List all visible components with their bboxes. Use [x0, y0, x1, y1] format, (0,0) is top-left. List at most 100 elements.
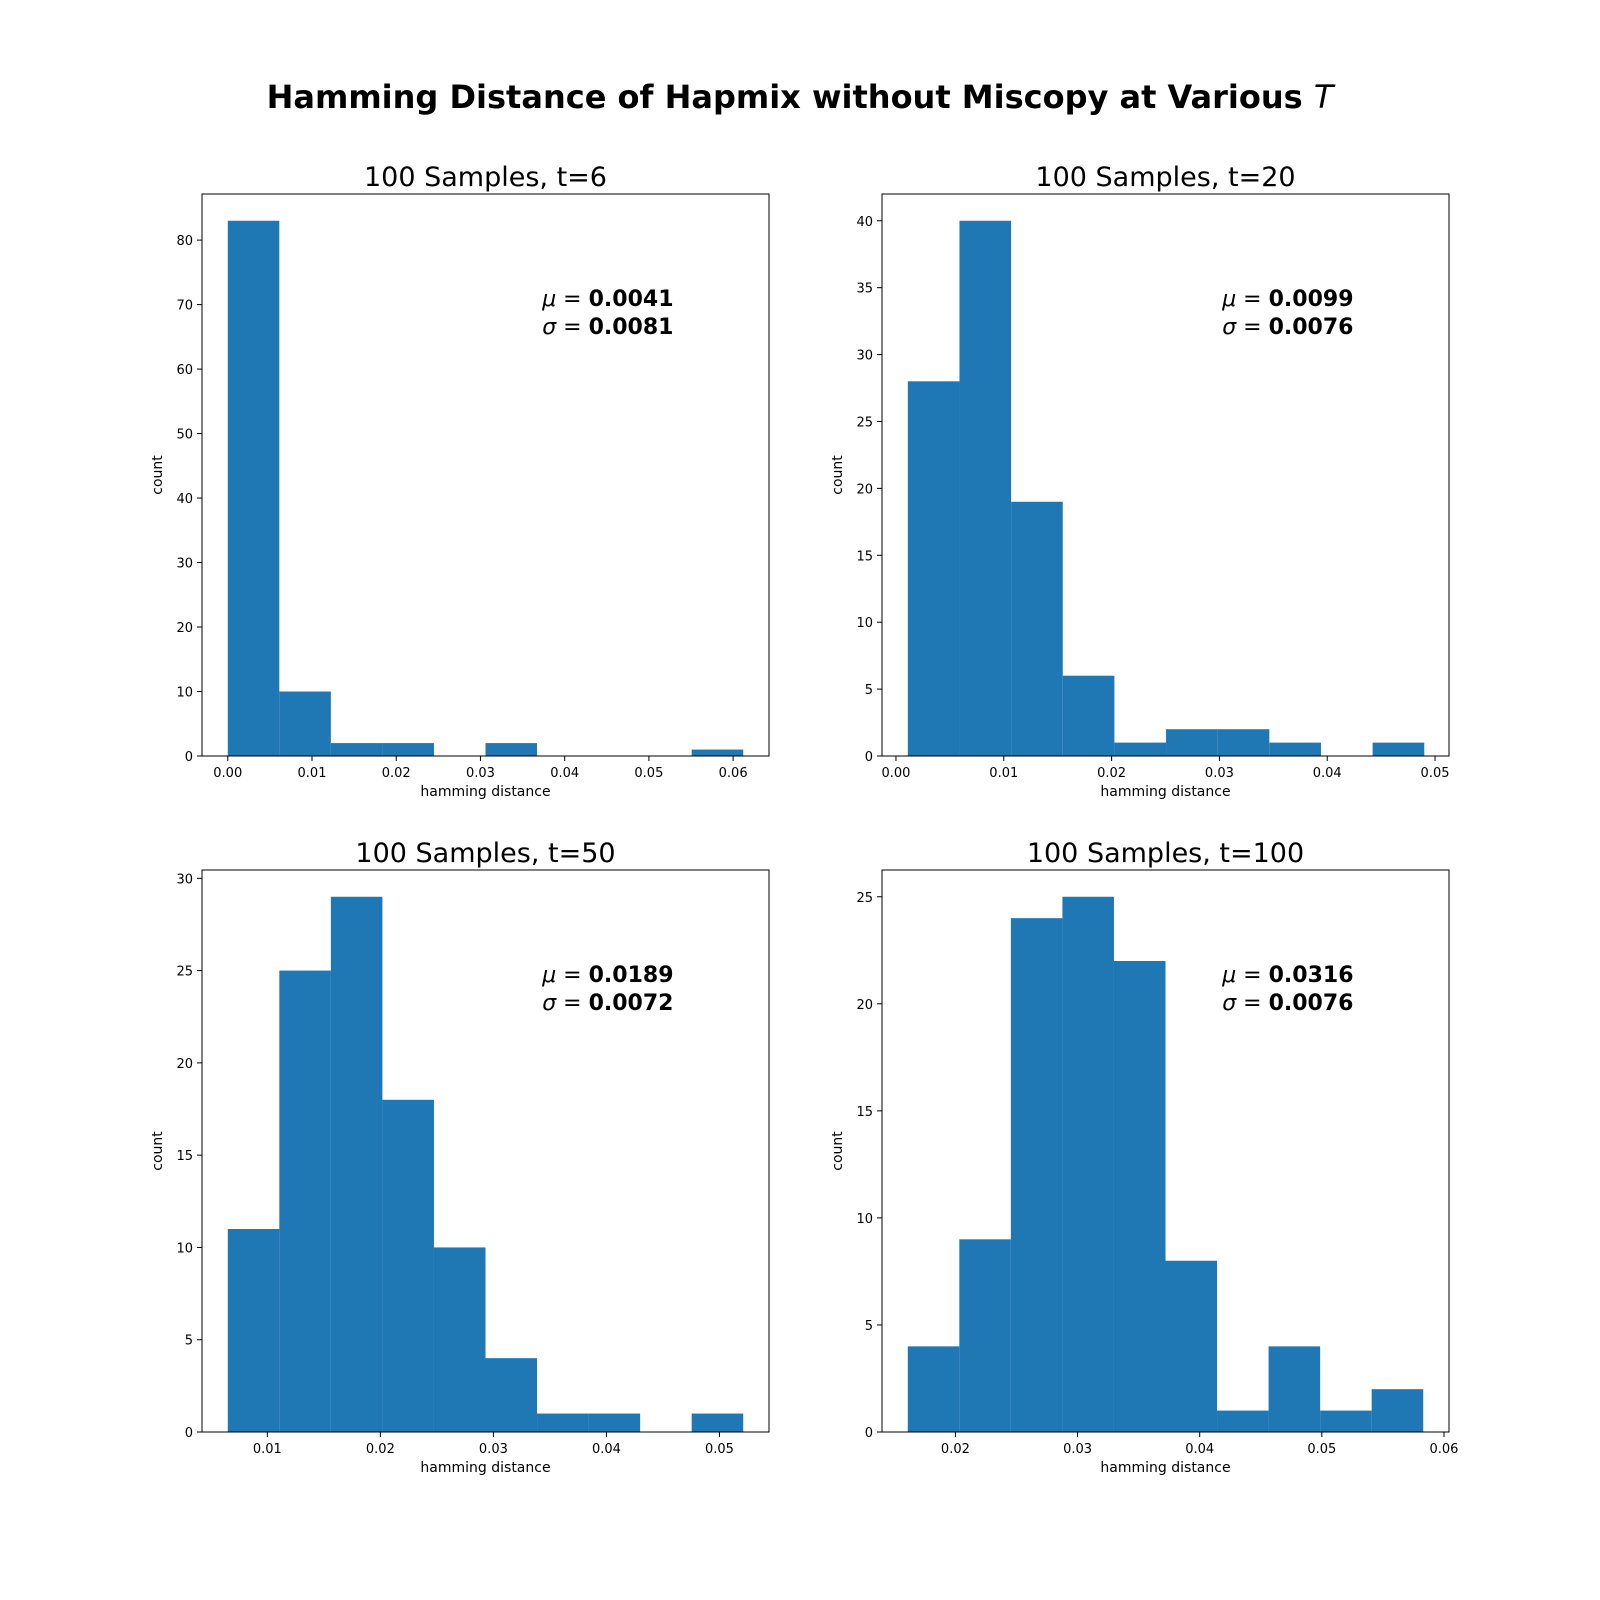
x-tick-label: 0.01 — [989, 766, 1018, 781]
stat-value: 0.0076 — [1269, 315, 1354, 340]
histogram-bar — [1011, 502, 1063, 756]
y-tick-label: 20 — [856, 482, 873, 497]
x-tick-label: 0.03 — [466, 766, 495, 781]
x-tick-label: 0.04 — [1185, 1442, 1214, 1457]
x-tick-label: 0.05 — [1307, 1442, 1336, 1457]
y-tick-label: 5 — [185, 1334, 193, 1349]
y-tick-label: 30 — [176, 872, 193, 887]
x-tick-label: 0.00 — [213, 766, 242, 781]
x-tick-label: 0.02 — [941, 1442, 970, 1457]
y-tick-label: 25 — [856, 415, 873, 430]
histogram-bar — [908, 381, 960, 756]
y-tick-label: 30 — [856, 349, 873, 364]
x-tick-label: 0.05 — [705, 1442, 734, 1457]
y-tick-label: 10 — [856, 616, 873, 631]
histogram-bar — [1166, 1261, 1218, 1432]
histogram-bar — [228, 1229, 280, 1432]
stat-equals: = — [1236, 991, 1268, 1016]
stat-value: 0.0041 — [589, 287, 674, 312]
x-tick-label: 0.03 — [479, 1442, 508, 1457]
stat-symbol: σ — [1222, 315, 1237, 340]
y-tick-label: 20 — [856, 998, 873, 1013]
y-tick-label: 60 — [176, 363, 193, 378]
x-tick-label: 0.02 — [382, 766, 411, 781]
histogram-bar — [959, 221, 1011, 756]
x-tick-label: 0.01 — [253, 1442, 282, 1457]
y-axis-label: count — [150, 1131, 166, 1171]
y-tick-label: 30 — [176, 557, 193, 572]
y-tick-label: 15 — [176, 1149, 193, 1164]
histogram-bar — [382, 1100, 434, 1432]
mu-annotation: μ = 0.0099 — [1221, 287, 1353, 312]
x-axis-label: hamming distance — [420, 1460, 550, 1476]
y-tick-label: 35 — [856, 282, 873, 297]
stat-symbol: μ — [1221, 287, 1236, 312]
histogram-bar — [908, 1346, 960, 1432]
histogram-bar — [1114, 743, 1166, 756]
stat-equals: = — [1236, 315, 1268, 340]
y-tick-label: 80 — [176, 234, 193, 249]
y-axis-label: count — [830, 1131, 846, 1171]
y-tick-label: 0 — [185, 750, 193, 765]
histogram-bar — [1269, 1346, 1321, 1432]
stat-symbol: σ — [542, 315, 557, 340]
histogram-bar — [1063, 676, 1115, 756]
sigma-annotation: σ = 0.0076 — [1222, 315, 1353, 340]
axes-frame — [202, 194, 769, 756]
x-tick-label: 0.04 — [1313, 766, 1342, 781]
y-axis-label: count — [830, 455, 846, 495]
y-tick-label: 0 — [185, 1426, 193, 1441]
y-tick-label: 5 — [865, 1319, 873, 1334]
x-axis-label: hamming distance — [420, 784, 550, 800]
stat-symbol: μ — [1221, 963, 1236, 988]
stat-symbol: μ — [541, 963, 556, 988]
histogram-bar — [279, 692, 331, 756]
histogram-bar — [1373, 743, 1425, 756]
sigma-annotation: σ = 0.0076 — [1222, 991, 1353, 1016]
histogram-bar — [692, 1414, 744, 1432]
x-tick-label: 0.05 — [634, 766, 663, 781]
histogram-bar — [486, 1358, 538, 1432]
histogram-bar — [959, 1239, 1011, 1432]
stat-equals: = — [1236, 287, 1268, 312]
sigma-annotation: σ = 0.0072 — [542, 991, 673, 1016]
x-tick-label: 0.05 — [1421, 766, 1450, 781]
stat-equals: = — [556, 963, 588, 988]
panel-title: 100 Samples, t=6 — [364, 162, 607, 193]
x-tick-label: 0.00 — [881, 766, 910, 781]
stat-value: 0.0316 — [1269, 963, 1354, 988]
stat-equals: = — [1236, 963, 1268, 988]
histogram-bar — [1218, 729, 1270, 756]
y-tick-label: 15 — [856, 549, 873, 564]
y-tick-label: 0 — [865, 750, 873, 765]
x-tick-label: 0.04 — [592, 1442, 621, 1457]
y-tick-label: 5 — [865, 683, 873, 698]
panel-title: 100 Samples, t=20 — [1035, 162, 1295, 193]
histogram-bar — [1062, 897, 1114, 1432]
y-tick-label: 0 — [865, 1426, 873, 1441]
stat-value: 0.0072 — [589, 991, 674, 1016]
y-tick-label: 40 — [176, 492, 193, 507]
y-tick-label: 10 — [856, 1212, 873, 1227]
histogram-bar — [589, 1414, 641, 1432]
y-tick-label: 25 — [856, 891, 873, 906]
stat-equals: = — [556, 287, 588, 312]
figure-title-text: Hamming Distance of Hapmix without Misco… — [267, 78, 1303, 116]
x-axis-label: hamming distance — [1100, 784, 1230, 800]
y-tick-label: 40 — [856, 215, 873, 230]
histogram-panel-4: 100 Samples, t=1000.02 0.03 0.04 0.05 0.0605… — [830, 838, 1458, 1476]
stat-equals: = — [556, 315, 588, 340]
stat-symbol: σ — [542, 991, 557, 1016]
x-tick-label: 0.02 — [366, 1442, 395, 1457]
mu-annotation: μ = 0.0041 — [541, 287, 673, 312]
histogram-bar — [1114, 961, 1166, 1432]
stat-value: 0.0189 — [589, 963, 674, 988]
mu-annotation: μ = 0.0189 — [541, 963, 673, 988]
histogram-bar — [1217, 1411, 1269, 1432]
histogram-bar — [1269, 743, 1321, 756]
y-tick-label: 20 — [176, 1057, 193, 1072]
y-tick-label: 10 — [176, 1241, 193, 1256]
mu-annotation: μ = 0.0316 — [1221, 963, 1353, 988]
stat-value: 0.0099 — [1269, 287, 1354, 312]
